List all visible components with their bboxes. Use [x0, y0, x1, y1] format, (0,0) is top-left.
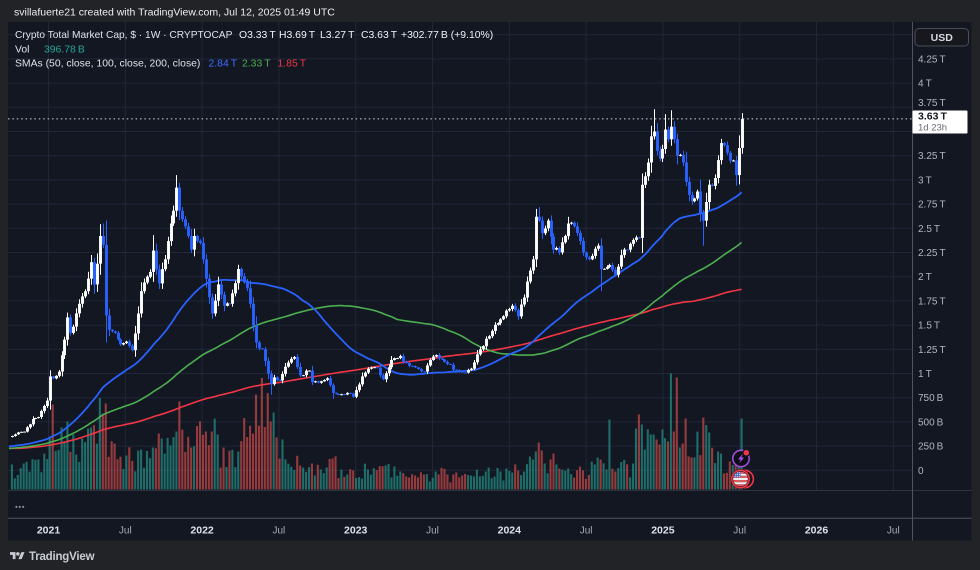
svg-text:•••: •••: [15, 503, 25, 512]
svg-text:svillafuerte21 created with Tr: svillafuerte21 created with TradingView.…: [14, 7, 335, 19]
svg-text:250 B: 250 B: [918, 442, 944, 453]
svg-text:2025: 2025: [651, 525, 675, 537]
svg-text:Jul: Jul: [887, 526, 900, 537]
svg-text:0: 0: [918, 466, 924, 477]
svg-text:1d 23h: 1d 23h: [918, 123, 947, 134]
svg-text:500 B: 500 B: [918, 417, 944, 428]
svg-text:2021: 2021: [37, 525, 61, 537]
svg-text:1.25 T: 1.25 T: [918, 345, 946, 356]
svg-text:Jul: Jul: [273, 526, 286, 537]
svg-text:Jul: Jul: [580, 526, 593, 537]
svg-text:SMAs (50, close, 100, close, 2: SMAs (50, close, 100, close, 200, close): [15, 59, 200, 70]
svg-text:2024: 2024: [498, 525, 522, 537]
svg-text:1.5 T: 1.5 T: [918, 321, 940, 332]
svg-text:TradingView: TradingView: [29, 551, 95, 563]
svg-text:2.75 T: 2.75 T: [918, 200, 946, 211]
svg-text:4.25 T: 4.25 T: [918, 54, 946, 65]
svg-text:396.78 B: 396.78 B: [44, 45, 85, 56]
svg-text:2023: 2023: [344, 525, 368, 537]
svg-text:2 T: 2 T: [918, 272, 932, 283]
svg-text:1.85 T: 1.85 T: [278, 59, 307, 70]
svg-text:2026: 2026: [805, 525, 829, 537]
svg-text:Crypto Total Market Cap, $ · 1: Crypto Total Market Cap, $ · 1W · CRYPTO…: [15, 30, 233, 41]
svg-text:2022: 2022: [190, 525, 214, 537]
svg-text:+302.77 B (+9.10%): +302.77 B (+9.10%): [401, 30, 493, 41]
svg-text:O3.33 T: O3.33 T: [239, 30, 276, 41]
svg-text:3.75 T: 3.75 T: [918, 98, 946, 109]
svg-text:H3.69 T: H3.69 T: [279, 30, 316, 41]
svg-text:C3.63 T: C3.63 T: [361, 30, 398, 41]
svg-text:1 T: 1 T: [918, 369, 932, 380]
svg-text:3.25 T: 3.25 T: [918, 151, 946, 162]
svg-text:Jul: Jul: [119, 526, 132, 537]
svg-text:4 T: 4 T: [918, 79, 932, 90]
svg-text:2.33 T: 2.33 T: [242, 59, 271, 70]
svg-text:2.84 T: 2.84 T: [209, 59, 238, 70]
svg-text:USD: USD: [931, 32, 954, 44]
svg-text:750 B: 750 B: [918, 393, 944, 404]
svg-text:Vol: Vol: [15, 45, 29, 56]
svg-text:2.25 T: 2.25 T: [918, 248, 946, 259]
svg-text:3 T: 3 T: [918, 175, 932, 186]
svg-text:Jul: Jul: [426, 526, 439, 537]
svg-text:3.63 T: 3.63 T: [918, 111, 948, 123]
svg-text:1.75 T: 1.75 T: [918, 296, 946, 307]
svg-text:2.5 T: 2.5 T: [918, 224, 940, 235]
svg-text:Jul: Jul: [733, 526, 746, 537]
svg-text:L3.27 T: L3.27 T: [320, 30, 355, 41]
